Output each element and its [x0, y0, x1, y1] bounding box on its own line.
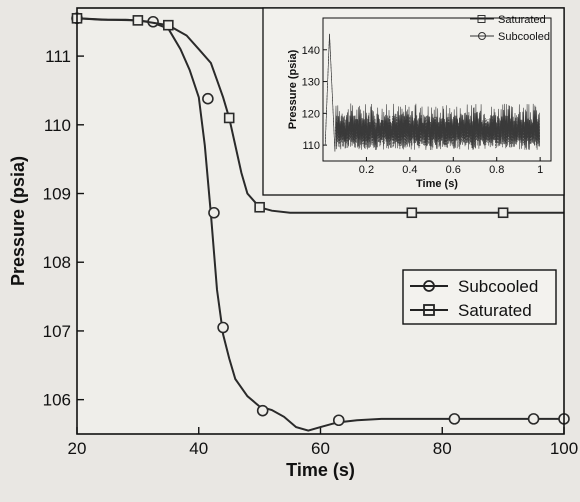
y-tick-label-107: 107	[43, 322, 71, 341]
inset-chart: 0.2 0.4 0.6 0.8 1 110 120 130 140 Time (s) Press…	[262, 7, 565, 196]
y-tick-label-106: 106	[43, 391, 71, 410]
y-tick-label-109: 109	[43, 185, 71, 204]
point-subcooled	[217, 321, 229, 334]
inset-y-tick-label-140: 140	[302, 45, 320, 57]
inset-legend: Saturated Subcooled	[470, 14, 550, 43]
legend-marker-subcooled	[423, 280, 435, 292]
x-tick-label-80: 80	[433, 439, 452, 458]
legend-marker-saturated	[423, 304, 435, 316]
inset-x-axis-title: Time (s)	[416, 178, 458, 190]
point-subcooled	[256, 404, 269, 417]
legend-label-subcooled: Subcooled	[458, 277, 538, 296]
x-axis-title: Time (s)	[286, 460, 355, 480]
main-legend: Subcooled Saturated	[402, 269, 557, 325]
inset-x-tick-label-1: 1	[537, 164, 543, 176]
inset-legend-marker-subcooled	[478, 32, 486, 40]
inset-x-tick-label-0.4: 0.4	[402, 164, 417, 176]
point-saturated	[406, 207, 418, 219]
inset-y-tick-label-120: 120	[302, 108, 320, 120]
inset-trace-subcooled	[324, 33, 540, 152]
inset-x-tick-label-0.2: 0.2	[359, 164, 374, 176]
y-tick-label-108: 108	[43, 253, 71, 272]
point-saturated	[497, 207, 509, 219]
inset-y-tick-label-130: 130	[302, 77, 320, 89]
point-saturated	[163, 19, 174, 31]
inset-background	[262, 7, 565, 196]
y-tick-label-110: 110	[44, 116, 71, 135]
inset-y-tick-label-110: 110	[302, 140, 320, 152]
point-subcooled	[208, 206, 220, 219]
x-tick-label-60: 60	[311, 439, 330, 458]
inset-legend-label-subcooled: Subcooled	[498, 31, 550, 43]
x-tick-label-20: 20	[68, 439, 87, 458]
inset-x-tick-label-0.8: 0.8	[489, 164, 504, 176]
series-line-saturated	[76, 17, 564, 214]
y-tick-label-111: 111	[45, 47, 71, 66]
point-subcooled	[448, 413, 461, 425]
inset-legend-label-saturated: Saturated	[498, 14, 546, 26]
inset-trace-saturated	[324, 33, 540, 152]
inset-x-tick-label-0.6: 0.6	[446, 164, 461, 176]
point-subcooled	[527, 413, 540, 425]
point-saturated	[254, 201, 265, 213]
x-tick-label-100: 100	[550, 439, 578, 458]
point-saturated	[223, 112, 235, 124]
inset-legend-marker-saturated	[477, 15, 486, 23]
legend-label-saturated: Saturated	[458, 301, 532, 320]
point-subcooled	[332, 414, 345, 427]
point-subcooled	[202, 92, 214, 105]
y-axis-title: Pressure (psia)	[8, 156, 28, 286]
point-saturated	[132, 15, 144, 26]
inset-plot-frame	[322, 17, 552, 162]
inset-y-axis-title: Pressure (psia)	[287, 49, 299, 129]
x-tick-label-40: 40	[189, 439, 208, 458]
